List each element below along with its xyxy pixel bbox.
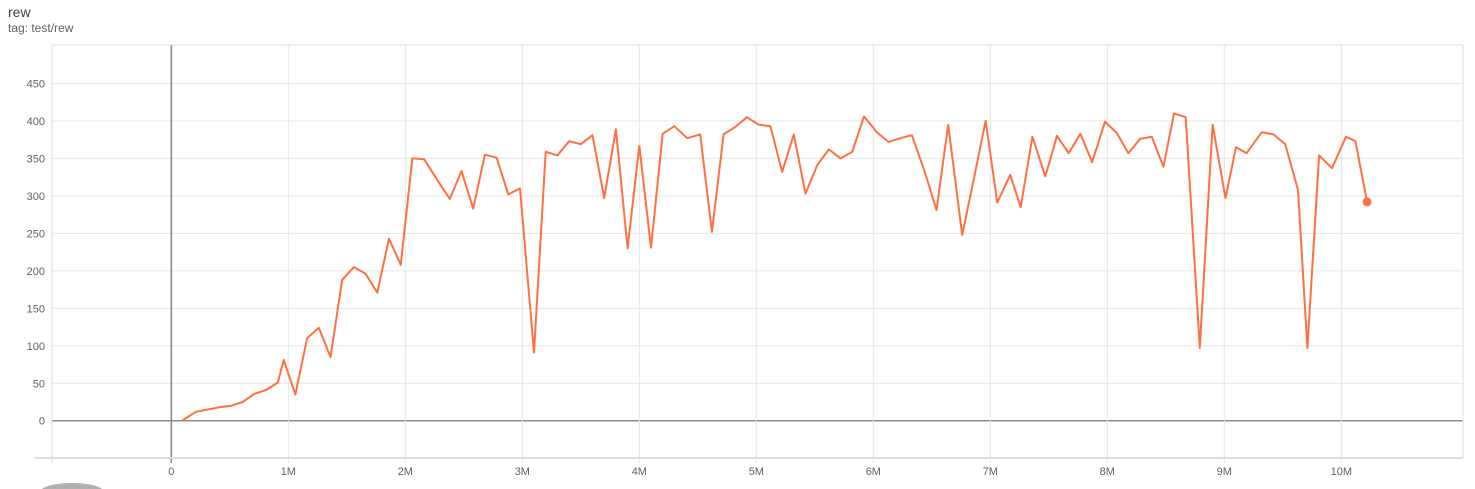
- x-tick-label: 9M: [1217, 466, 1232, 478]
- y-tick-label: 450: [27, 78, 45, 90]
- x-tick-label: 6M: [866, 466, 881, 478]
- x-tick-label: 1M: [281, 466, 296, 478]
- y-tick-label: 150: [27, 303, 45, 315]
- y-tick-label: 250: [27, 228, 45, 240]
- chart-subtitle: tag: test/rew: [8, 21, 74, 35]
- x-tick-label: 4M: [632, 466, 647, 478]
- x-tick-label: 8M: [1100, 466, 1115, 478]
- y-tick-label: 0: [39, 416, 45, 428]
- x-tick-label: 10M: [1331, 466, 1352, 478]
- endpoint-marker[interactable]: [1362, 197, 1372, 207]
- y-tick-label: 300: [27, 191, 45, 203]
- x-tick-label: 2M: [398, 466, 413, 478]
- y-tick-label: 200: [27, 266, 45, 278]
- chart-title: rew: [8, 4, 31, 20]
- partial-round-button[interactable]: [41, 483, 103, 489]
- series-line[interactable]: [182, 112, 1369, 421]
- y-tick-label: 100: [27, 341, 45, 353]
- x-tick-label: 0: [168, 466, 174, 478]
- x-tick-label: 7M: [983, 466, 998, 478]
- x-tick-label: 5M: [749, 466, 764, 478]
- x-tick-label: 3M: [515, 466, 530, 478]
- y-tick-label: 350: [27, 153, 45, 165]
- y-tick-label: 50: [33, 378, 45, 390]
- chart-header: rew tag: test/rew: [8, 3, 73, 36]
- y-tick-label: 400: [27, 116, 45, 128]
